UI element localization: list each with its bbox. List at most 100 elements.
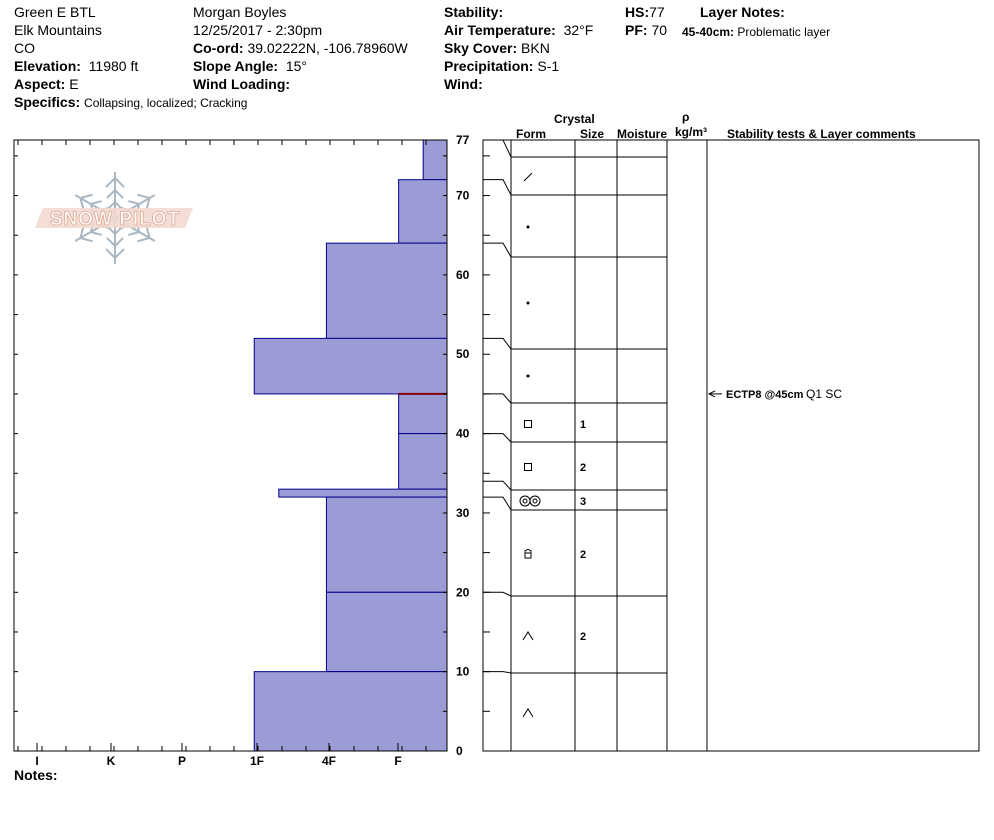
location: Green E BTL	[14, 4, 96, 20]
elevation-value: 11980 ft	[88, 58, 139, 74]
hardness-label: 4F	[322, 754, 336, 768]
hardness-label: P	[178, 754, 186, 768]
height-tick-label: 40	[456, 427, 470, 441]
hardness-label: F	[394, 754, 401, 768]
snowflake-barb	[79, 225, 93, 243]
specifics-label: Specifics:	[14, 94, 81, 110]
crystal-size-value: 3	[580, 496, 586, 508]
decomposing-icon	[523, 172, 533, 182]
layer-tie-line	[483, 433, 512, 443]
hardness-label: I	[35, 754, 38, 768]
height-tick-label: 0	[456, 744, 463, 758]
hardness-bar	[253, 337, 448, 395]
depth-hoar-icon	[522, 708, 534, 718]
wind-label: Wind:	[444, 76, 483, 92]
state: CO	[14, 40, 35, 56]
hardness-label: 1F	[250, 754, 264, 768]
stability-comments-header: Stability tests & Layer comments	[727, 127, 916, 141]
logo-banner	[35, 208, 193, 228]
mountain-range: Elk Mountains	[14, 22, 102, 38]
layer-tie-line	[483, 480, 512, 491]
density-rho-header: ρ	[682, 110, 690, 124]
specifics-value: Collapsing, localized; Cracking	[84, 96, 248, 110]
hardness-bar	[325, 496, 448, 593]
crystal-size-value: 2	[580, 549, 586, 561]
hardness-bar	[253, 671, 448, 752]
notes-label: Notes:	[14, 767, 58, 783]
moisture-header: Moisture	[617, 127, 668, 141]
hardness-bar	[398, 179, 448, 244]
stability-test-comment: Q1 SC	[806, 387, 842, 401]
pf-label: PF:	[625, 22, 648, 38]
stability-test-arrowhead	[707, 390, 716, 398]
melt-form-icon	[529, 495, 541, 507]
hardness-bar	[398, 393, 448, 435]
aspect-value: E	[69, 76, 79, 92]
height-tick-label: 50	[456, 347, 470, 361]
crystal-size-value: 1	[580, 419, 586, 431]
layer-note-text: Problematic layer	[737, 25, 831, 39]
hardness-frame	[13, 139, 448, 752]
height-tick-label: 10	[456, 665, 470, 679]
snowflake-barb	[106, 188, 124, 199]
layer-tie-line	[483, 242, 512, 258]
slope-label: Slope Angle:	[193, 58, 279, 74]
crystal-size-value: 2	[580, 462, 586, 474]
facet-icon	[524, 420, 532, 428]
elevation-label: Elevation:	[14, 58, 81, 74]
observer: Morgan Boyles	[193, 4, 287, 20]
crystal-size-value: 2	[580, 631, 586, 643]
snowflake-barb	[137, 193, 151, 211]
snowflake-barb	[106, 237, 124, 248]
layer-tie-line	[483, 591, 512, 597]
height-tick-label: 70	[456, 189, 470, 203]
melt-form-icon	[532, 498, 538, 504]
hardness-label: K	[107, 754, 116, 768]
hs-value: 77	[649, 4, 665, 20]
hardness-bar	[325, 591, 448, 673]
hardness-bar	[398, 433, 448, 490]
melt-form-icon	[522, 498, 528, 504]
mixed-form-icon	[524, 552, 532, 559]
hardness-bar	[422, 139, 448, 181]
height-tick-label: 20	[456, 585, 470, 599]
layer-notes-label: Layer Notes:	[700, 4, 785, 20]
rounded-grain-icon	[526, 301, 530, 305]
sky-cover-label: Sky Cover:	[444, 40, 518, 56]
form-header: Form	[516, 127, 546, 141]
height-tick-label: 77	[456, 133, 470, 147]
air-temp-label: Air Temperature:	[444, 22, 556, 38]
snowflake-barb	[105, 176, 125, 188]
stability-label: Stability:	[444, 4, 504, 20]
slope-value: 15°	[285, 58, 307, 74]
crystal-table-frame	[482, 139, 980, 752]
mixed-form-icon	[524, 549, 532, 553]
wind-loading-label: Wind Loading:	[193, 76, 291, 92]
sky-cover-value: BKN	[521, 40, 550, 56]
layer-tie-line	[483, 496, 512, 511]
hardness-bar	[325, 242, 448, 339]
facet-icon	[524, 463, 532, 471]
height-tick-label: 60	[456, 268, 470, 282]
coord-value: 39.02222N, -106.78960W	[247, 40, 408, 56]
rounded-grain-icon	[526, 225, 530, 229]
precip-label: Precipitation:	[444, 58, 534, 74]
snowflake-barb	[105, 248, 125, 260]
rounded-grain-icon	[526, 374, 530, 378]
snowflake-barb	[79, 193, 93, 211]
coord-label: Co-ord:	[193, 40, 244, 56]
aspect-label: Aspect:	[14, 76, 66, 92]
melt-form-icon	[519, 495, 531, 507]
logo-text: SNOW PILOT	[50, 209, 180, 230]
layer-note-range: 45-40cm:	[682, 25, 735, 39]
pf-value: 70	[651, 22, 668, 38]
layer-tie-line	[483, 337, 512, 350]
layer-tie-line	[483, 139, 512, 158]
density-unit-header: kg/m³	[675, 125, 708, 139]
height-tick-label: 30	[456, 506, 470, 520]
size-header: Size	[580, 127, 605, 141]
layer-tie-line	[483, 179, 512, 196]
layer-tie-line	[483, 393, 512, 404]
hs-label: HS:	[625, 4, 650, 20]
